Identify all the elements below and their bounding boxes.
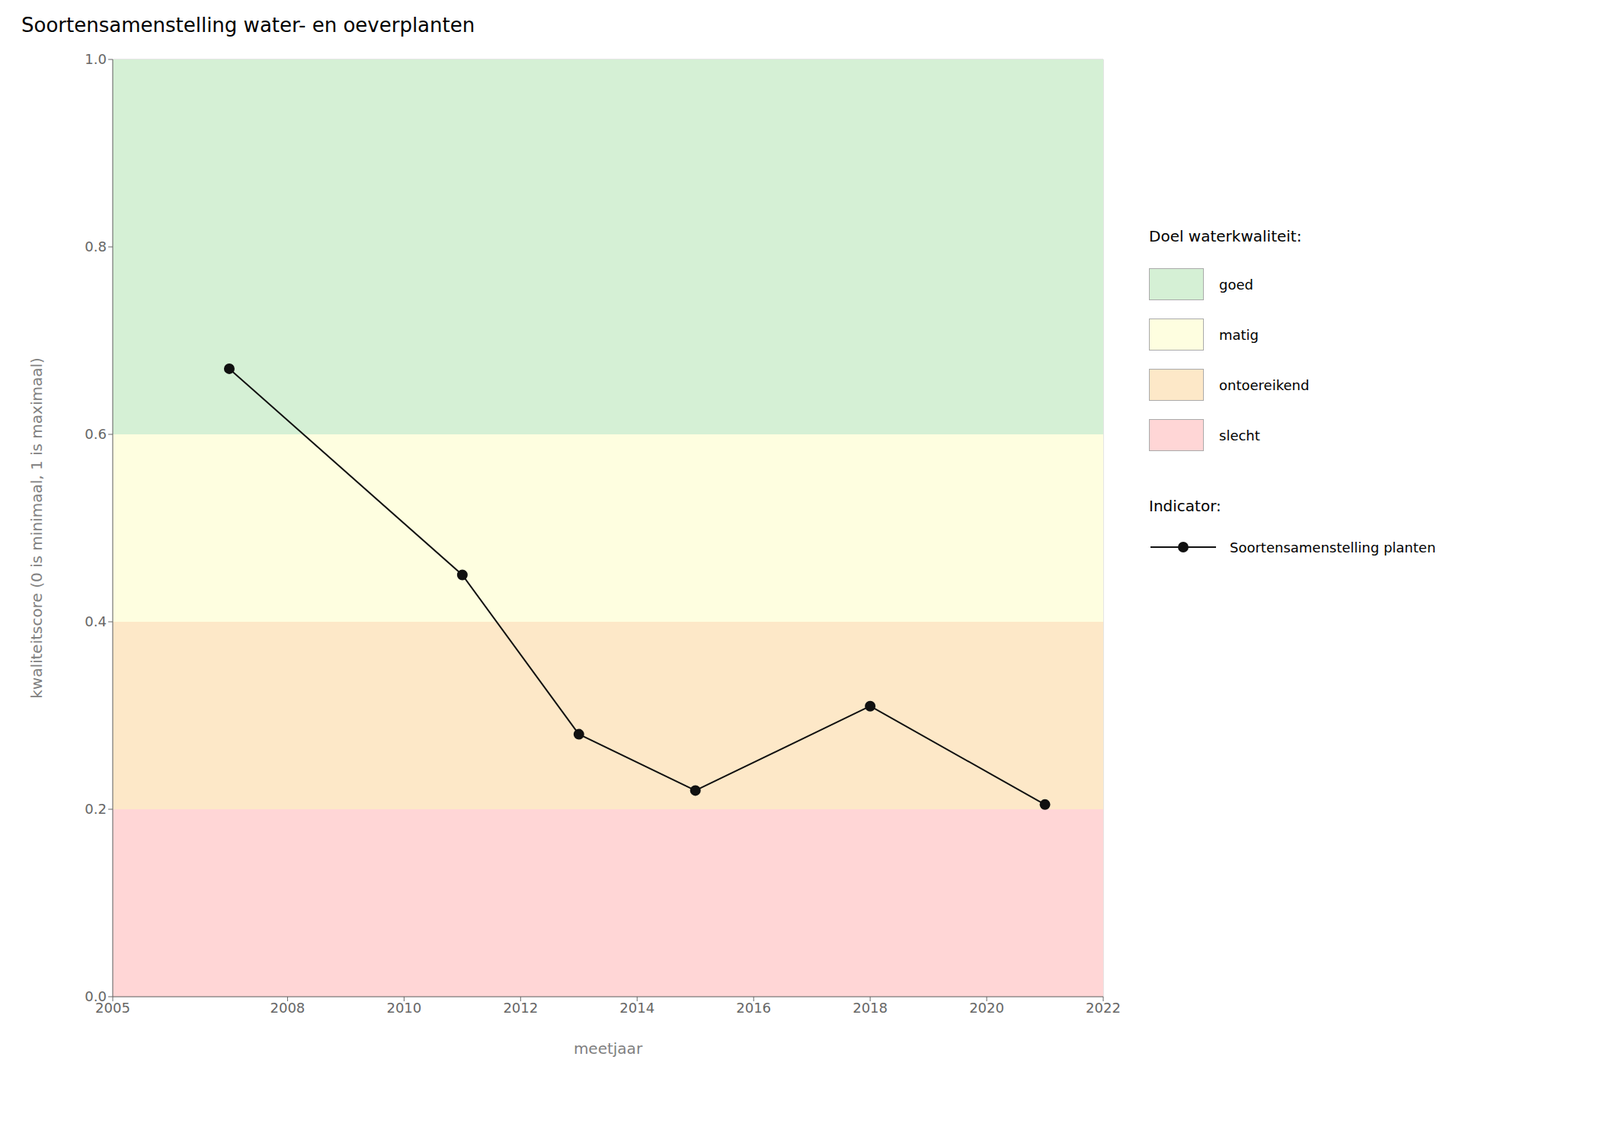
svg-text:2012: 2012 — [502, 999, 538, 1016]
svg-text:0.6: 0.6 — [84, 425, 107, 442]
html-text:ontoereikend: ontoereikend — [1219, 376, 1310, 393]
svg-text:2022: 2022 — [1085, 999, 1121, 1016]
svg-text:2014: 2014 — [619, 999, 655, 1016]
html-text:Soortensamenstelling water- en: Soortensamenstelling water- en oeverplan… — [21, 13, 475, 37]
svg-text:0.4: 0.4 — [84, 613, 107, 630]
svg-text:0.0: 0.0 — [84, 988, 107, 1005]
svg-text:1.0: 1.0 — [84, 51, 107, 68]
svg-text:2010: 2010 — [386, 999, 422, 1016]
svg-text:2008: 2008 — [270, 999, 306, 1016]
svg-text:0.2: 0.2 — [84, 800, 107, 817]
svg-text:2016: 2016 — [736, 999, 772, 1016]
html-text:matig: matig — [1219, 326, 1259, 343]
svg-text:meetjaar: meetjaar — [573, 1039, 644, 1058]
html-text:Doel waterkwaliteit:: Doel waterkwaliteit: — [1148, 227, 1302, 246]
html-text:Indicator:: Indicator: — [1148, 496, 1222, 516]
svg-text:2018: 2018 — [852, 999, 888, 1016]
svg-text:2020: 2020 — [969, 999, 1005, 1016]
svg-text:0.8: 0.8 — [84, 238, 107, 255]
svg-text:kwaliteitscore (0 is minimaal,: kwaliteitscore (0 is minimaal, 1 is maxi… — [27, 357, 46, 699]
html-text:slecht: slecht — [1219, 427, 1261, 444]
html-text:Soortensamenstelling planten: Soortensamenstelling planten — [1229, 539, 1436, 556]
html-text:goed: goed — [1219, 276, 1254, 293]
svg-text:2005: 2005 — [95, 999, 131, 1016]
